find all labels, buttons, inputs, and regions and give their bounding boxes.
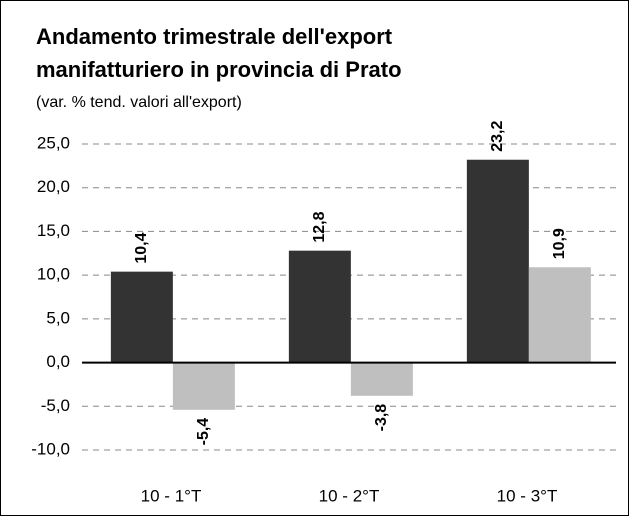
bar <box>350 362 413 396</box>
y-tick-label: 5,0 <box>46 308 70 327</box>
bar <box>172 362 235 410</box>
x-tick-label: 10 - 2°T <box>319 486 380 505</box>
value-label: 12,8 <box>311 211 328 242</box>
y-tick-label: 25,0 <box>37 133 70 152</box>
value-label: -5,4 <box>195 418 212 446</box>
chart-subtitle: (var. % tend. valori all'export) <box>36 94 242 111</box>
x-tick-label: 10 - 1°T <box>141 486 202 505</box>
y-tick-label: 10,0 <box>37 265 70 284</box>
y-tick-label: 20,0 <box>37 177 70 196</box>
y-tick-label: 0,0 <box>46 352 70 371</box>
bar <box>466 159 529 363</box>
value-label: -3,8 <box>373 404 390 432</box>
x-tick-label: 10 - 3°T <box>497 486 558 505</box>
value-label: 10,4 <box>133 232 150 263</box>
bar <box>528 267 591 363</box>
chart-title: Andamento trimestrale dell'export <box>36 24 393 49</box>
y-tick-label: 15,0 <box>37 221 70 240</box>
y-tick-label: -10,0 <box>31 439 70 458</box>
bar <box>288 250 351 363</box>
value-label: 23,2 <box>489 120 506 151</box>
value-label: 10,9 <box>551 228 568 259</box>
chart-title: manifatturiero in provincia di Prato <box>36 57 402 82</box>
y-tick-label: -5,0 <box>41 396 70 415</box>
bar <box>110 271 173 363</box>
